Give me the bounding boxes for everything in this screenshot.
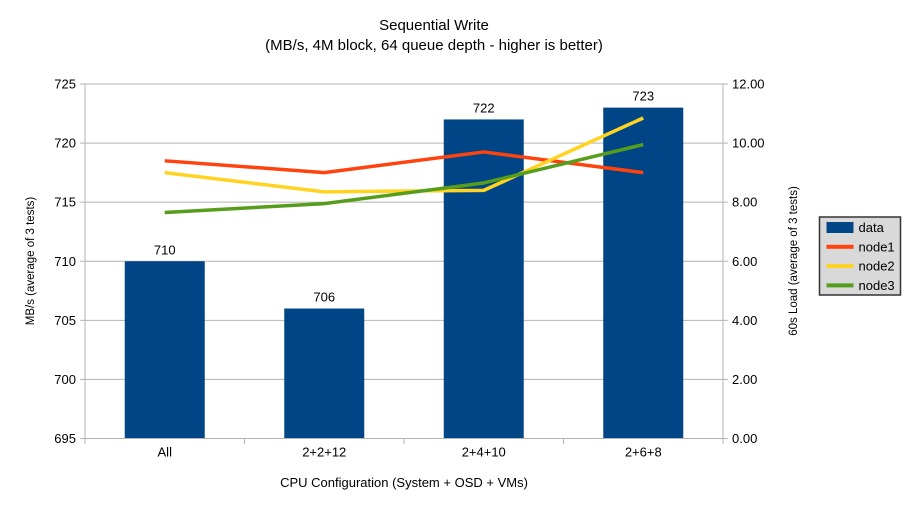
- left-axis-tick-label: 720: [54, 136, 76, 151]
- right-axis-tick-label: 2.00: [732, 372, 757, 387]
- legend-swatch-node2: [826, 264, 854, 269]
- left-axis-tick-label: 725: [54, 77, 76, 92]
- bar-value-label: 710: [154, 242, 176, 257]
- bar-value-label: 722: [473, 100, 495, 115]
- line-series-node3: [164, 142, 644, 215]
- right-axis-tick-label: 10.00: [732, 136, 765, 151]
- right-axis-title: 60s Load (average of 3 tests): [788, 186, 800, 336]
- legend-label-node3: node3: [859, 278, 895, 293]
- bar-2+6+8: [603, 107, 684, 439]
- legend-swatch-data: [826, 222, 854, 233]
- legend-label-node2: node2: [859, 259, 895, 274]
- legend-swatch-node3: [826, 283, 854, 288]
- legend-label-node1: node1: [859, 239, 895, 254]
- left-axis-tick-label: 715: [54, 195, 76, 210]
- left-axis-tick-label: 695: [54, 431, 76, 446]
- category-label: All: [158, 445, 173, 460]
- x-axis-title: CPU Configuration (System + OSD + VMs): [280, 475, 528, 490]
- chart-title: Sequential Write: [379, 17, 489, 34]
- right-axis-tick-label: 8.00: [732, 195, 757, 210]
- bar-2+4+10: [443, 119, 524, 439]
- category-label: 2+2+12: [302, 445, 346, 460]
- line-series-node2: [164, 116, 644, 194]
- right-axis-tick-label: 6.00: [732, 254, 757, 269]
- legend-swatch-node1: [826, 244, 854, 249]
- left-axis-title: MB/s (average of 3 tests): [25, 196, 37, 326]
- left-axis-tick-label: 700: [54, 372, 76, 387]
- left-axis-tick-label: 705: [54, 313, 76, 328]
- bar-All: [124, 261, 205, 439]
- bar-value-label: 723: [632, 89, 654, 104]
- category-label: 2+4+10: [462, 445, 506, 460]
- legend-label-data: data: [859, 220, 885, 235]
- right-axis-tick-label: 12.00: [732, 77, 765, 92]
- left-axis-tick-label: 710: [54, 254, 76, 269]
- right-axis-tick-label: 4.00: [732, 313, 757, 328]
- bar-2+2+12: [284, 308, 365, 439]
- category-label: 2+6+8: [625, 445, 662, 460]
- chart-subtitle: (MB/s, 4M block, 64 queue depth - higher…: [265, 37, 603, 54]
- bar-value-label: 706: [313, 290, 335, 305]
- right-axis-tick-label: 0.00: [732, 431, 757, 446]
